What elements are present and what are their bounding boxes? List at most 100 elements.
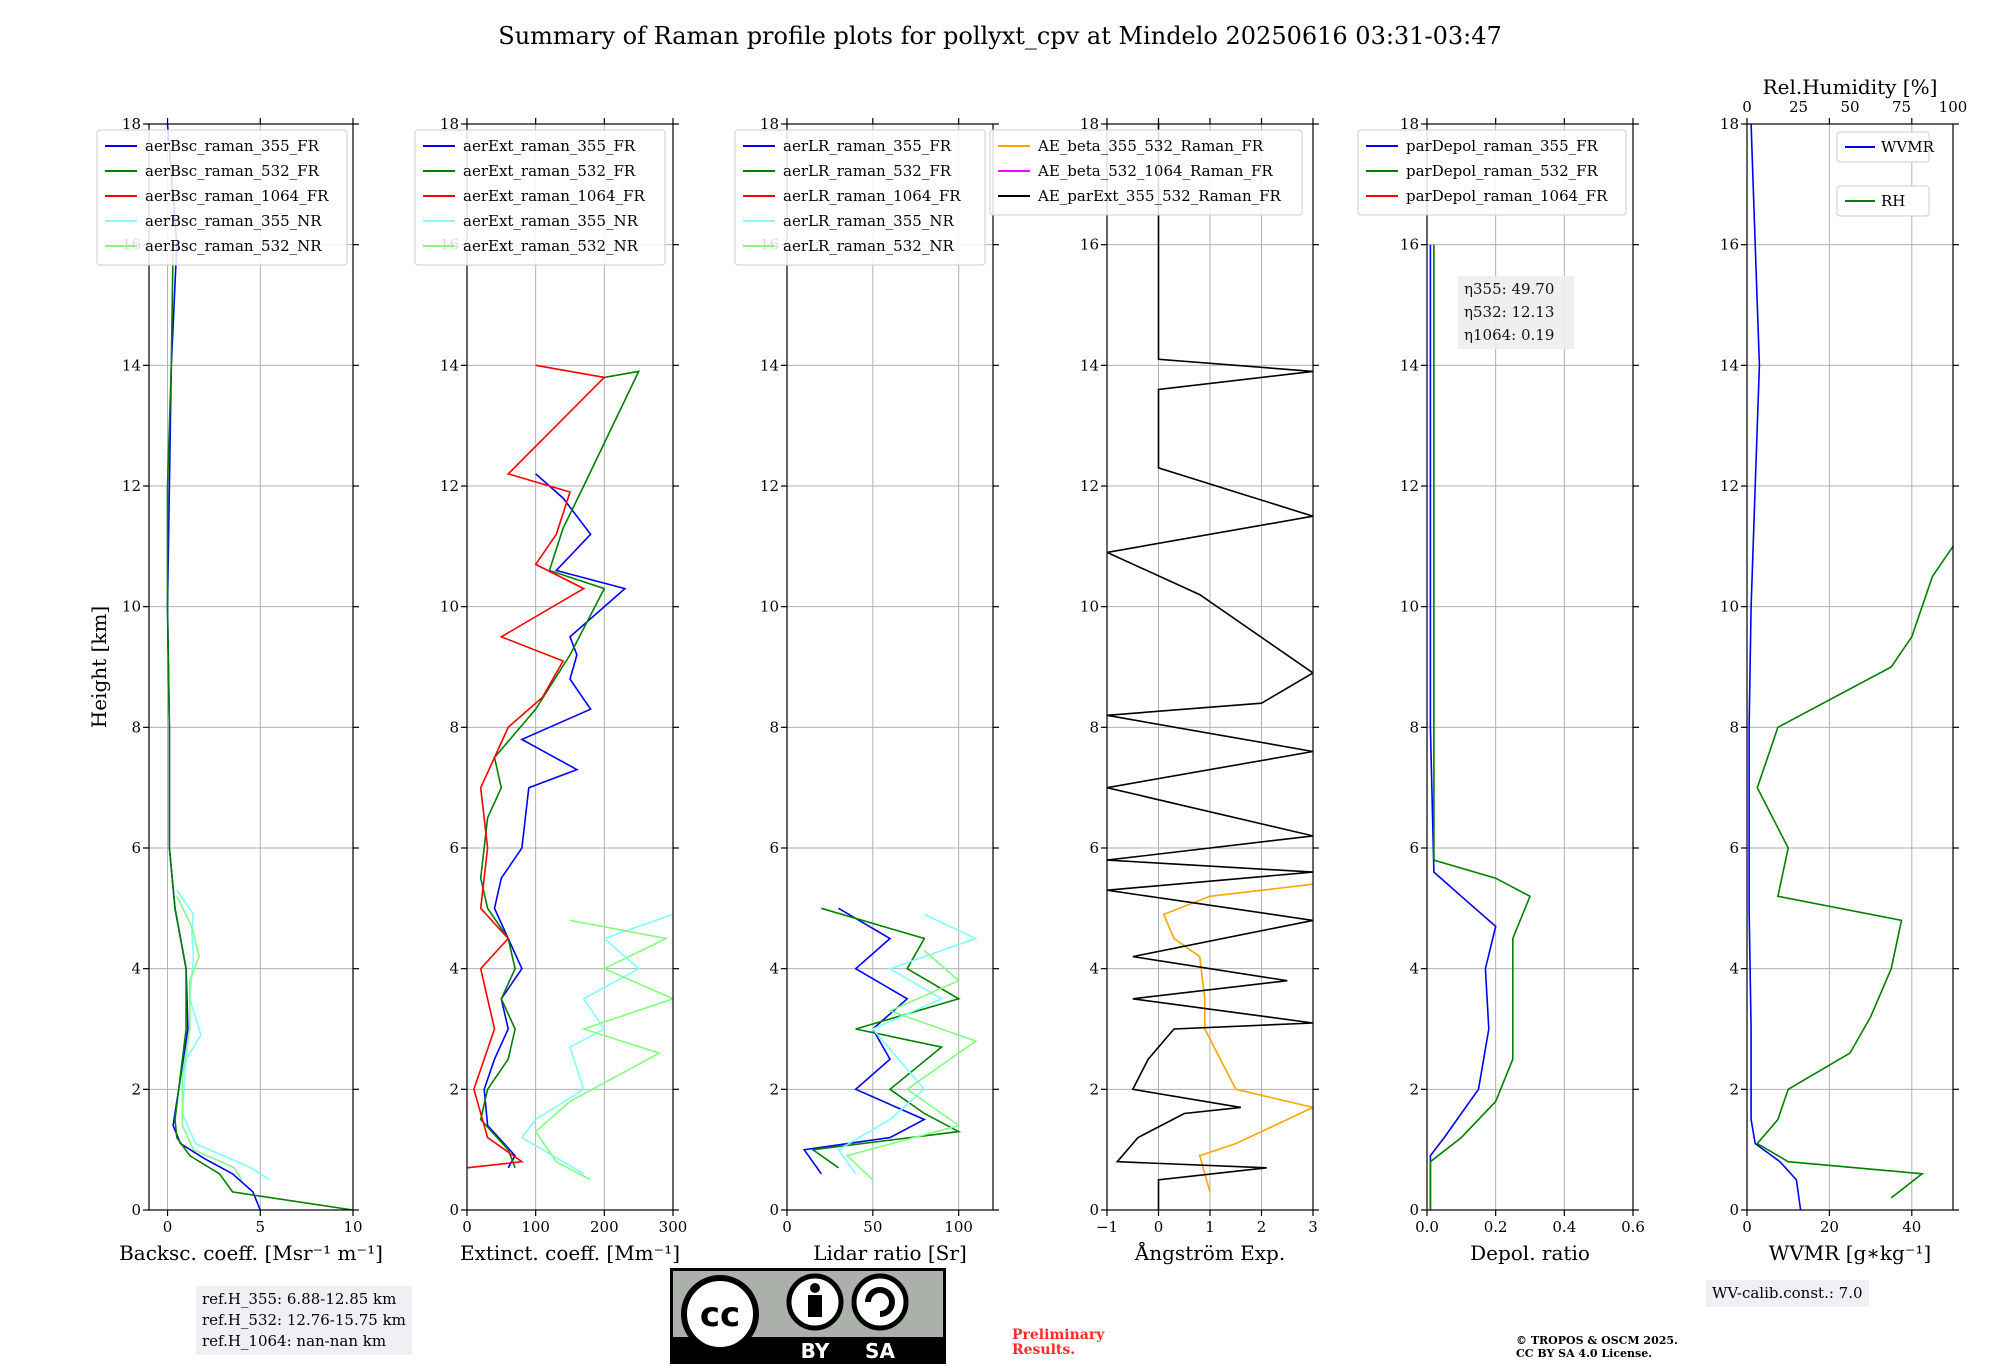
- x-tick-label: 0: [1742, 1218, 1752, 1236]
- x-axis-label: Extinct. coeff. [Mm⁻¹]: [460, 1241, 680, 1265]
- x-axis-label: Depol. ratio: [1470, 1241, 1590, 1265]
- series-line-parDepol_raman_532_FR: [1429, 244, 1532, 1210]
- sa-text: SA: [865, 1339, 895, 1363]
- y-tick-label: 14: [122, 356, 141, 374]
- y-tick-label: 4: [449, 960, 459, 978]
- legend-entry-aerExt_raman_532_NR: aerExt_raman_532_NR: [463, 237, 639, 255]
- legend-entry-aerExt_raman_1064_FR: aerExt_raman_1064_FR: [463, 187, 645, 205]
- series-line-AE_parExt_355_532_Raman_FR: [1107, 124, 1313, 1210]
- series-line-aerLR_raman_355_FR: [802, 907, 927, 1175]
- series-line-aerExt_raman_1064_FR: [467, 364, 606, 1169]
- y-tick-label: 0: [1729, 1201, 1739, 1219]
- x-tick-label: 100: [944, 1218, 973, 1236]
- legend-entry-aerBsc_raman_355_NR: aerBsc_raman_355_NR: [145, 212, 322, 230]
- y-tick-label: 10: [122, 598, 141, 616]
- legend-entry-AE_beta_355_532_Raman_FR: AE_beta_355_532_Raman_FR: [1037, 137, 1264, 155]
- legend-box: [1836, 185, 1930, 217]
- series-line-aerExt_raman_532_FR: [479, 370, 641, 1169]
- series-line-aerExt_raman_532_NR: [534, 919, 673, 1181]
- x-tick-label: 5: [255, 1218, 265, 1236]
- y-tick-label: 2: [131, 1080, 141, 1098]
- legend-entry-AE_beta_532_1064_Raman_FR: AE_beta_532_1064_Raman_FR: [1037, 162, 1273, 180]
- y-tick-label: 4: [1729, 960, 1739, 978]
- legend-entry-aerLR_raman_532_FR: aerLR_raman_532_FR: [783, 162, 952, 180]
- y-tick-label: 18: [1400, 115, 1419, 133]
- axes-frame: [1426, 123, 1634, 1211]
- copyright-line-2: CC BY SA 4.0 License.: [1516, 1347, 1653, 1360]
- y-tick-label: 2: [769, 1080, 779, 1098]
- x2-tick-label: 25: [1789, 98, 1808, 116]
- y-tick-label: 10: [1720, 598, 1739, 616]
- legend-box: [734, 129, 986, 266]
- legend-box: [1357, 129, 1627, 216]
- by-text: BY: [801, 1339, 830, 1363]
- x-tick-label: 1: [1205, 1218, 1215, 1236]
- y-tick-label: 4: [769, 960, 779, 978]
- eta-1064-label: η1064: 0.19: [1464, 326, 1555, 344]
- ref-h-1064: ref.H_1064: nan-nan km: [202, 1332, 387, 1350]
- y-tick-label: 0: [1089, 1201, 1099, 1219]
- legend-entry-aerBsc_raman_532_NR: aerBsc_raman_532_NR: [145, 237, 322, 255]
- x-tick-label: 10: [343, 1218, 362, 1236]
- y-tick-label: 8: [769, 718, 779, 736]
- eta-info-box: η355: 49.70 η532: 12.13 η1064: 0.19: [1458, 276, 1574, 349]
- y-tick-label: 12: [440, 477, 459, 495]
- legend-entry-aerExt_raman_532_FR: aerExt_raman_532_FR: [463, 162, 636, 180]
- y-tick-label: 6: [1409, 839, 1419, 857]
- x2-axis-label: Rel.Humidity [%]: [1763, 75, 1938, 99]
- x-tick-label: 300: [659, 1218, 688, 1236]
- y-tick-label: 18: [440, 115, 459, 133]
- y-tick-label: 8: [1089, 718, 1099, 736]
- y-tick-label: 12: [1400, 477, 1419, 495]
- y-tick-label: 0: [131, 1201, 141, 1219]
- x-axis-label: WVMR [g∗kg⁻¹]: [1769, 1241, 1931, 1265]
- y-tick-label: 8: [449, 718, 459, 736]
- y-tick-label: 16: [1720, 236, 1739, 254]
- legend-entry-aerBsc_raman_355_FR: aerBsc_raman_355_FR: [145, 137, 320, 155]
- panel-2: 0246810121416180100200300Extinct. coeff.…: [414, 115, 688, 1265]
- y-tick-label: 12: [122, 477, 141, 495]
- y-tick-label: 18: [1720, 115, 1739, 133]
- y-tick-label: 10: [1080, 598, 1099, 616]
- y-tick-label: 0: [769, 1201, 779, 1219]
- y-tick-label: 6: [769, 839, 779, 857]
- y-tick-label: 2: [1729, 1080, 1739, 1098]
- x-tick-label: 100: [521, 1218, 550, 1236]
- y-tick-label: 6: [1089, 839, 1099, 857]
- y-tick-label: 4: [1409, 960, 1419, 978]
- x-tick-label: 0.0: [1415, 1218, 1439, 1236]
- x-tick-label: −1: [1096, 1218, 1118, 1236]
- y-tick-label: 8: [1729, 718, 1739, 736]
- y-tick-label: 18: [122, 115, 141, 133]
- axes-frame: [786, 123, 994, 1211]
- x2-tick-label: 0: [1742, 98, 1752, 116]
- y-tick-label: 14: [1080, 356, 1099, 374]
- axes-frame: [1746, 123, 1954, 1211]
- eta-355-label: η355: 49.70: [1464, 280, 1555, 298]
- axes-frame: [466, 123, 674, 1211]
- y-tick-label: 2: [1089, 1080, 1099, 1098]
- legend-entry-aerLR_raman_532_NR: aerLR_raman_532_NR: [783, 237, 954, 255]
- y-tick-label: 12: [760, 477, 779, 495]
- y-tick-label: 10: [760, 598, 779, 616]
- x-axis-label: Backsc. coeff. [Msr⁻¹ m⁻¹]: [119, 1241, 383, 1265]
- ref-h-532: ref.H_532: 12.76-15.75 km: [202, 1311, 406, 1329]
- x-tick-label: 0: [782, 1218, 792, 1236]
- legend-entry-RH: RH: [1881, 192, 1905, 210]
- panel-3: 024681012141618050100Lidar ratio [Sr]aer…: [734, 115, 999, 1265]
- x-tick-label: 0.4: [1552, 1218, 1576, 1236]
- y-tick-label: 6: [1729, 839, 1739, 857]
- y-tick-label: 14: [760, 356, 779, 374]
- reference-height-box: ref.H_355: 6.88-12.85 km ref.H_532: 12.7…: [196, 1286, 412, 1355]
- y-tick-label: 2: [1409, 1080, 1419, 1098]
- series-line-aerExt_raman_355_NR: [520, 913, 673, 1175]
- x-tick-label: 200: [590, 1218, 619, 1236]
- series-line-aerLR_raman_532_NR: [845, 949, 978, 1181]
- y-tick-label: 4: [1089, 960, 1099, 978]
- x2-tick-label: 75: [1892, 98, 1911, 116]
- y-tick-label: 8: [1409, 718, 1419, 736]
- copyright-line-1: © TROPOS & OSCM 2025.: [1516, 1334, 1678, 1347]
- y-tick-label: 14: [1720, 356, 1739, 374]
- legend-entry-parDepol_raman_532_FR: parDepol_raman_532_FR: [1406, 162, 1599, 180]
